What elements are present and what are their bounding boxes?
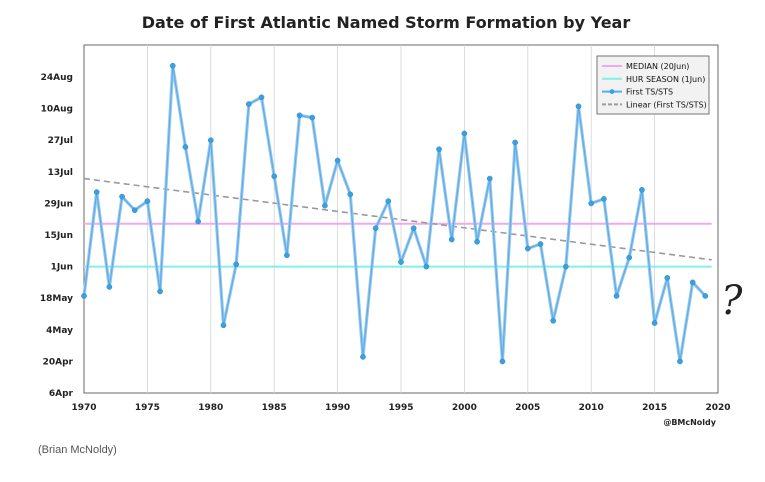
data-point [448,236,455,243]
data-point [702,293,709,299]
x-tick-label: 2010 [579,403,604,413]
data-point [284,252,290,259]
legend-median-label: MEDIAN (20Jun) [626,62,689,71]
x-tick-label: 2015 [642,403,667,413]
data-point [639,187,645,193]
data-point [347,191,354,198]
legend-hur-season-label: HUR SEASON (1Jun) [626,75,705,84]
x-tick-label: 2000 [452,403,477,413]
data-point [537,241,544,247]
y-tick-label: 24Aug [41,73,73,83]
legend: MEDIAN (20Jun) HUR SEASON (1Jun) First TS/… [596,55,710,115]
chart-title: Date of First Atlantic Named Storm Forma… [142,13,631,32]
y-tick-label: 27Jul [48,136,73,146]
x-tick-label: 1995 [388,403,413,413]
data-point [486,175,493,182]
data-point [562,263,569,270]
data-point [131,207,138,214]
data-point [436,146,442,153]
data-point [410,225,417,232]
data-point [524,245,531,252]
data-point [588,200,595,207]
y-tick-label: 18May [40,294,73,304]
data-point [423,263,430,270]
data-point [651,320,658,326]
data-point [271,173,278,180]
data-point [296,112,303,119]
data-point [258,94,265,101]
data-point [169,62,176,69]
data-point [474,238,480,245]
photo-credit: (Brian McNoldy) [38,444,117,456]
data-point [93,189,100,195]
data-point [195,218,201,225]
data-point [157,288,163,295]
x-tick-label: 2020 [705,403,730,413]
axis-labels: 1970 1975 1980 1985 1990 1995 2000 2005 2010 2015… [40,73,731,413]
x-tick-label: 1975 [135,403,160,413]
data-point [106,284,113,290]
data-point [182,144,189,150]
data-point [626,254,633,261]
data-point [81,293,87,299]
y-tick-label: 1Jun [51,263,73,273]
data-point [322,202,328,209]
legend-first-ts-sts-label: First TS/STS [626,88,673,97]
data-point [309,114,316,121]
data-point [398,259,404,265]
x-tick-label: 2005 [515,403,540,413]
data-point [461,130,468,137]
y-tick-label: 20Apr [43,357,74,367]
legend-linear-trend-label: Linear (First TS/STS) [626,100,707,109]
data-point [144,198,151,204]
x-tick-label: 1990 [325,403,350,413]
data-point [119,193,125,200]
data-point [207,137,214,144]
x-tick-label: 1985 [262,403,287,413]
data-point [550,317,557,324]
data-point [499,358,506,365]
series-layer [81,62,709,365]
data-point [220,322,227,329]
data-point [677,358,683,365]
data-point [372,225,379,232]
y-tick-label: 15Jun [44,231,73,241]
y-tick-label: 29Jun [44,199,73,209]
y-tick-label: 4May [46,326,73,336]
data-point [613,293,620,299]
author-handle: @BMcNoldy [663,418,716,427]
y-tick-label: 10Aug [41,105,73,115]
legend-first-ts-sts-marker [609,89,615,94]
x-tick-label: 1970 [71,403,96,413]
data-point [245,101,252,107]
data-point [601,196,607,202]
data-point [385,198,392,204]
data-point [689,279,696,286]
y-tick-label: 6Apr [49,389,74,399]
data-point [664,275,671,281]
question-mark-annotation: ? [721,278,743,324]
linear-trend-line [83,177,712,261]
data-point [512,139,518,146]
y-tick-label: 13Jul [48,168,73,178]
data-point [334,157,341,164]
data-point [360,354,366,360]
data-point [233,261,240,268]
x-tick-label: 1980 [198,403,223,413]
data-point [575,103,582,110]
